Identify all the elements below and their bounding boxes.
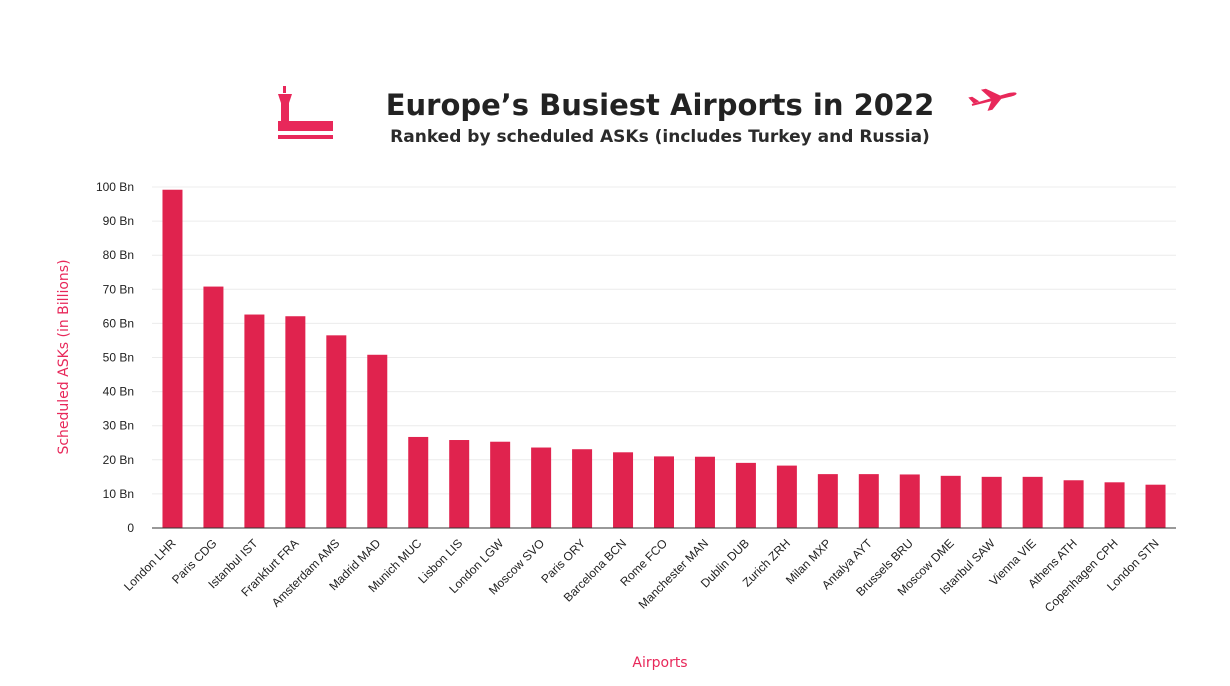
bar (408, 436, 429, 528)
airplane-icon (968, 88, 1017, 111)
bar (1063, 480, 1084, 528)
x-tick-label: Manchester MAN (636, 536, 711, 611)
bar (1104, 482, 1125, 528)
control-tower-icon (278, 86, 333, 139)
y-tick-label: 20 Bn (103, 453, 134, 467)
bar (981, 476, 1002, 528)
bar (367, 354, 388, 528)
bar (244, 314, 265, 528)
y-tick-label: 80 Bn (103, 248, 134, 262)
y-tick-label: 0 (127, 521, 134, 535)
bar (162, 189, 183, 528)
bar (654, 456, 674, 528)
bar (899, 474, 920, 528)
bar (858, 474, 879, 528)
y-tick-label: 50 Bn (103, 351, 134, 365)
bar (531, 447, 552, 528)
bar (203, 286, 224, 528)
y-tick-label: 90 Bn (103, 214, 134, 228)
y-tick-label: 70 Bn (103, 282, 134, 296)
bars (162, 189, 1166, 528)
bar (285, 316, 306, 528)
x-axis-title: Airports (632, 655, 687, 671)
y-tick-label: 30 Bn (103, 419, 134, 433)
y-tick-label: 100 Bn (96, 180, 134, 194)
x-tick-label: Copenhagen CPH (1042, 536, 1121, 615)
y-axis-ticks: 0 10 Bn 20 Bn 30 Bn 40 Bn 50 Bn 60 Bn 70 Bn 80 B… (96, 180, 134, 535)
bar (1022, 476, 1043, 528)
bar (572, 449, 593, 528)
bar (490, 441, 511, 528)
bar (1145, 484, 1166, 528)
y-tick-label: 40 Bn (103, 385, 134, 399)
y-tick-label: 60 Bn (103, 316, 134, 330)
bar (613, 452, 634, 528)
bar (776, 465, 797, 528)
bar (449, 440, 470, 528)
chart-title: Europe’s Busiest Airports in 2022 (386, 88, 935, 122)
bar (326, 335, 347, 528)
y-axis-title: Scheduled ASKs (in Billions) (56, 259, 72, 454)
chart-subtitle: Ranked by scheduled ASKs (includes Turke… (390, 127, 930, 147)
x-tick-label: London LHR (121, 536, 179, 594)
bar (817, 474, 838, 528)
bar (694, 456, 715, 528)
y-tick-label: 10 Bn (103, 487, 134, 501)
bar (940, 475, 961, 528)
gridlines (152, 186, 1176, 495)
bar (735, 462, 756, 528)
